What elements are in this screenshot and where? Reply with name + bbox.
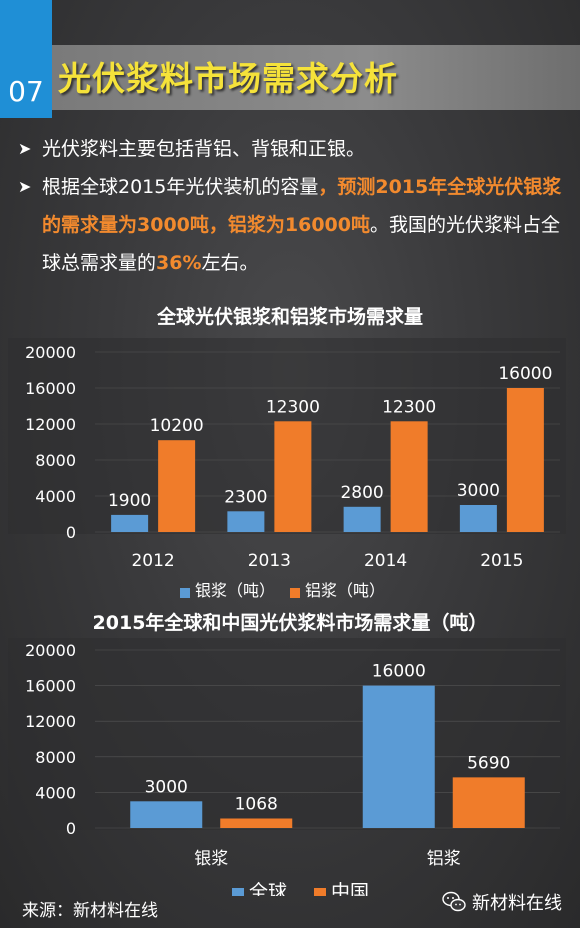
y-tick-label: 20000 (25, 641, 76, 660)
legend-swatch (232, 888, 244, 896)
bar-series-2 (158, 440, 196, 532)
bar-series-2 (390, 421, 428, 532)
legend-swatch (290, 588, 300, 598)
section-number-box: 07 (0, 0, 52, 118)
bullet-text: 左右。 (201, 252, 259, 274)
brand-text: 新材料在线 (472, 893, 562, 914)
y-tick-label: 4000 (35, 783, 76, 802)
legend-label: 全球 (249, 881, 287, 896)
x-tick-label: 2013 (248, 551, 291, 571)
legend-swatch (314, 888, 326, 896)
data-label: 1068 (235, 794, 278, 814)
bar-series-1 (111, 514, 149, 532)
chart-2-title: 2015年全球和中国光伏浆料市场需求量（吨） (92, 612, 488, 634)
bullet-highlight: ，预测2015年全球光伏银浆的需求量为3000吨，铝浆为16000吨 (42, 176, 562, 236)
y-tick-label: 20000 (25, 343, 76, 362)
data-label: 12300 (382, 397, 436, 417)
bar-series-2 (274, 421, 312, 532)
chart-1: 20000 16000 12000 8000 4000 0 1900 10200 2012 230… (8, 338, 566, 600)
wechat-icon (442, 891, 466, 912)
data-label: 1900 (108, 491, 151, 511)
arrow-bullet-icon: ➤ (18, 139, 32, 158)
bar-series-2 (452, 777, 525, 828)
data-label: 12300 (266, 397, 320, 417)
title-bar (52, 45, 580, 110)
header: 07 光伏浆料市场需求分析 (0, 0, 580, 118)
bullet-text: 光伏浆料主要包括背铝、背银和正银。 (42, 138, 366, 160)
bar-series-2 (220, 818, 293, 828)
y-tick-label: 0 (66, 819, 76, 838)
y-tick-label: 0 (66, 523, 76, 542)
bar-series-1 (130, 801, 203, 828)
bullet-text: 根据全球2015年光伏装机的容量 (42, 176, 319, 198)
y-tick-label: 12000 (25, 712, 76, 731)
bullet-text: 。我国的光伏浆料占全球总需求量的 (42, 214, 560, 274)
legend-label: 银浆（吨） (195, 581, 275, 600)
data-label: 2300 (224, 487, 267, 507)
bullet-highlight-percent: 36% (156, 252, 202, 274)
data-label: 16000 (372, 662, 426, 682)
bar-series-1 (362, 685, 435, 828)
data-label: 2800 (340, 483, 383, 503)
legend-label: 铝浆（吨） (305, 581, 385, 600)
y-tick-label: 8000 (35, 748, 76, 767)
bar-series-1 (343, 506, 381, 532)
x-tick-label: 2012 (131, 551, 174, 571)
brand-watermark: 新材料在线 (442, 889, 562, 915)
section-number: 07 (8, 75, 44, 108)
bar-series-2 (506, 388, 544, 532)
y-tick-label: 4000 (35, 487, 76, 506)
data-label: 3000 (457, 481, 500, 501)
source-text: 来源：新材料在线 (22, 901, 158, 921)
bar-series-1 (227, 511, 265, 532)
page-title: 光伏浆料市场需求分析 (58, 59, 398, 98)
x-tick-label: 铝浆 (427, 849, 461, 869)
legend-swatch (180, 588, 190, 598)
chart-2: 20000 16000 12000 8000 4000 0 3000 1068 银浆 16000 5… (8, 638, 566, 896)
x-tick-label: 2015 (480, 551, 523, 571)
y-tick-label: 16000 (25, 677, 76, 696)
data-label: 5690 (467, 753, 510, 773)
x-tick-label: 银浆 (194, 849, 228, 869)
data-label: 3000 (145, 777, 188, 797)
chart-1-title: 全球光伏银浆和铝浆市场需求量 (156, 306, 423, 328)
bullet-item-2: ➤ 根据全球2015年光伏装机的容量，预测2015年全球光伏银浆的需求量为300… (18, 168, 574, 282)
y-tick-label: 16000 (25, 379, 76, 398)
data-label: 10200 (150, 416, 204, 436)
bullet-list: ➤ 光伏浆料主要包括背铝、背银和正银。 ➤ 根据全球2015年光伏装机的容量，预… (18, 130, 574, 282)
bullet-item-1: ➤ 光伏浆料主要包括背铝、背银和正银。 (18, 130, 574, 168)
data-label: 16000 (498, 364, 552, 384)
y-tick-label: 8000 (35, 451, 76, 470)
legend-label: 中国 (331, 881, 369, 896)
x-tick-label: 2014 (364, 551, 407, 571)
y-tick-label: 12000 (25, 415, 76, 434)
arrow-bullet-icon: ➤ (18, 177, 32, 196)
bar-series-1 (459, 505, 497, 532)
